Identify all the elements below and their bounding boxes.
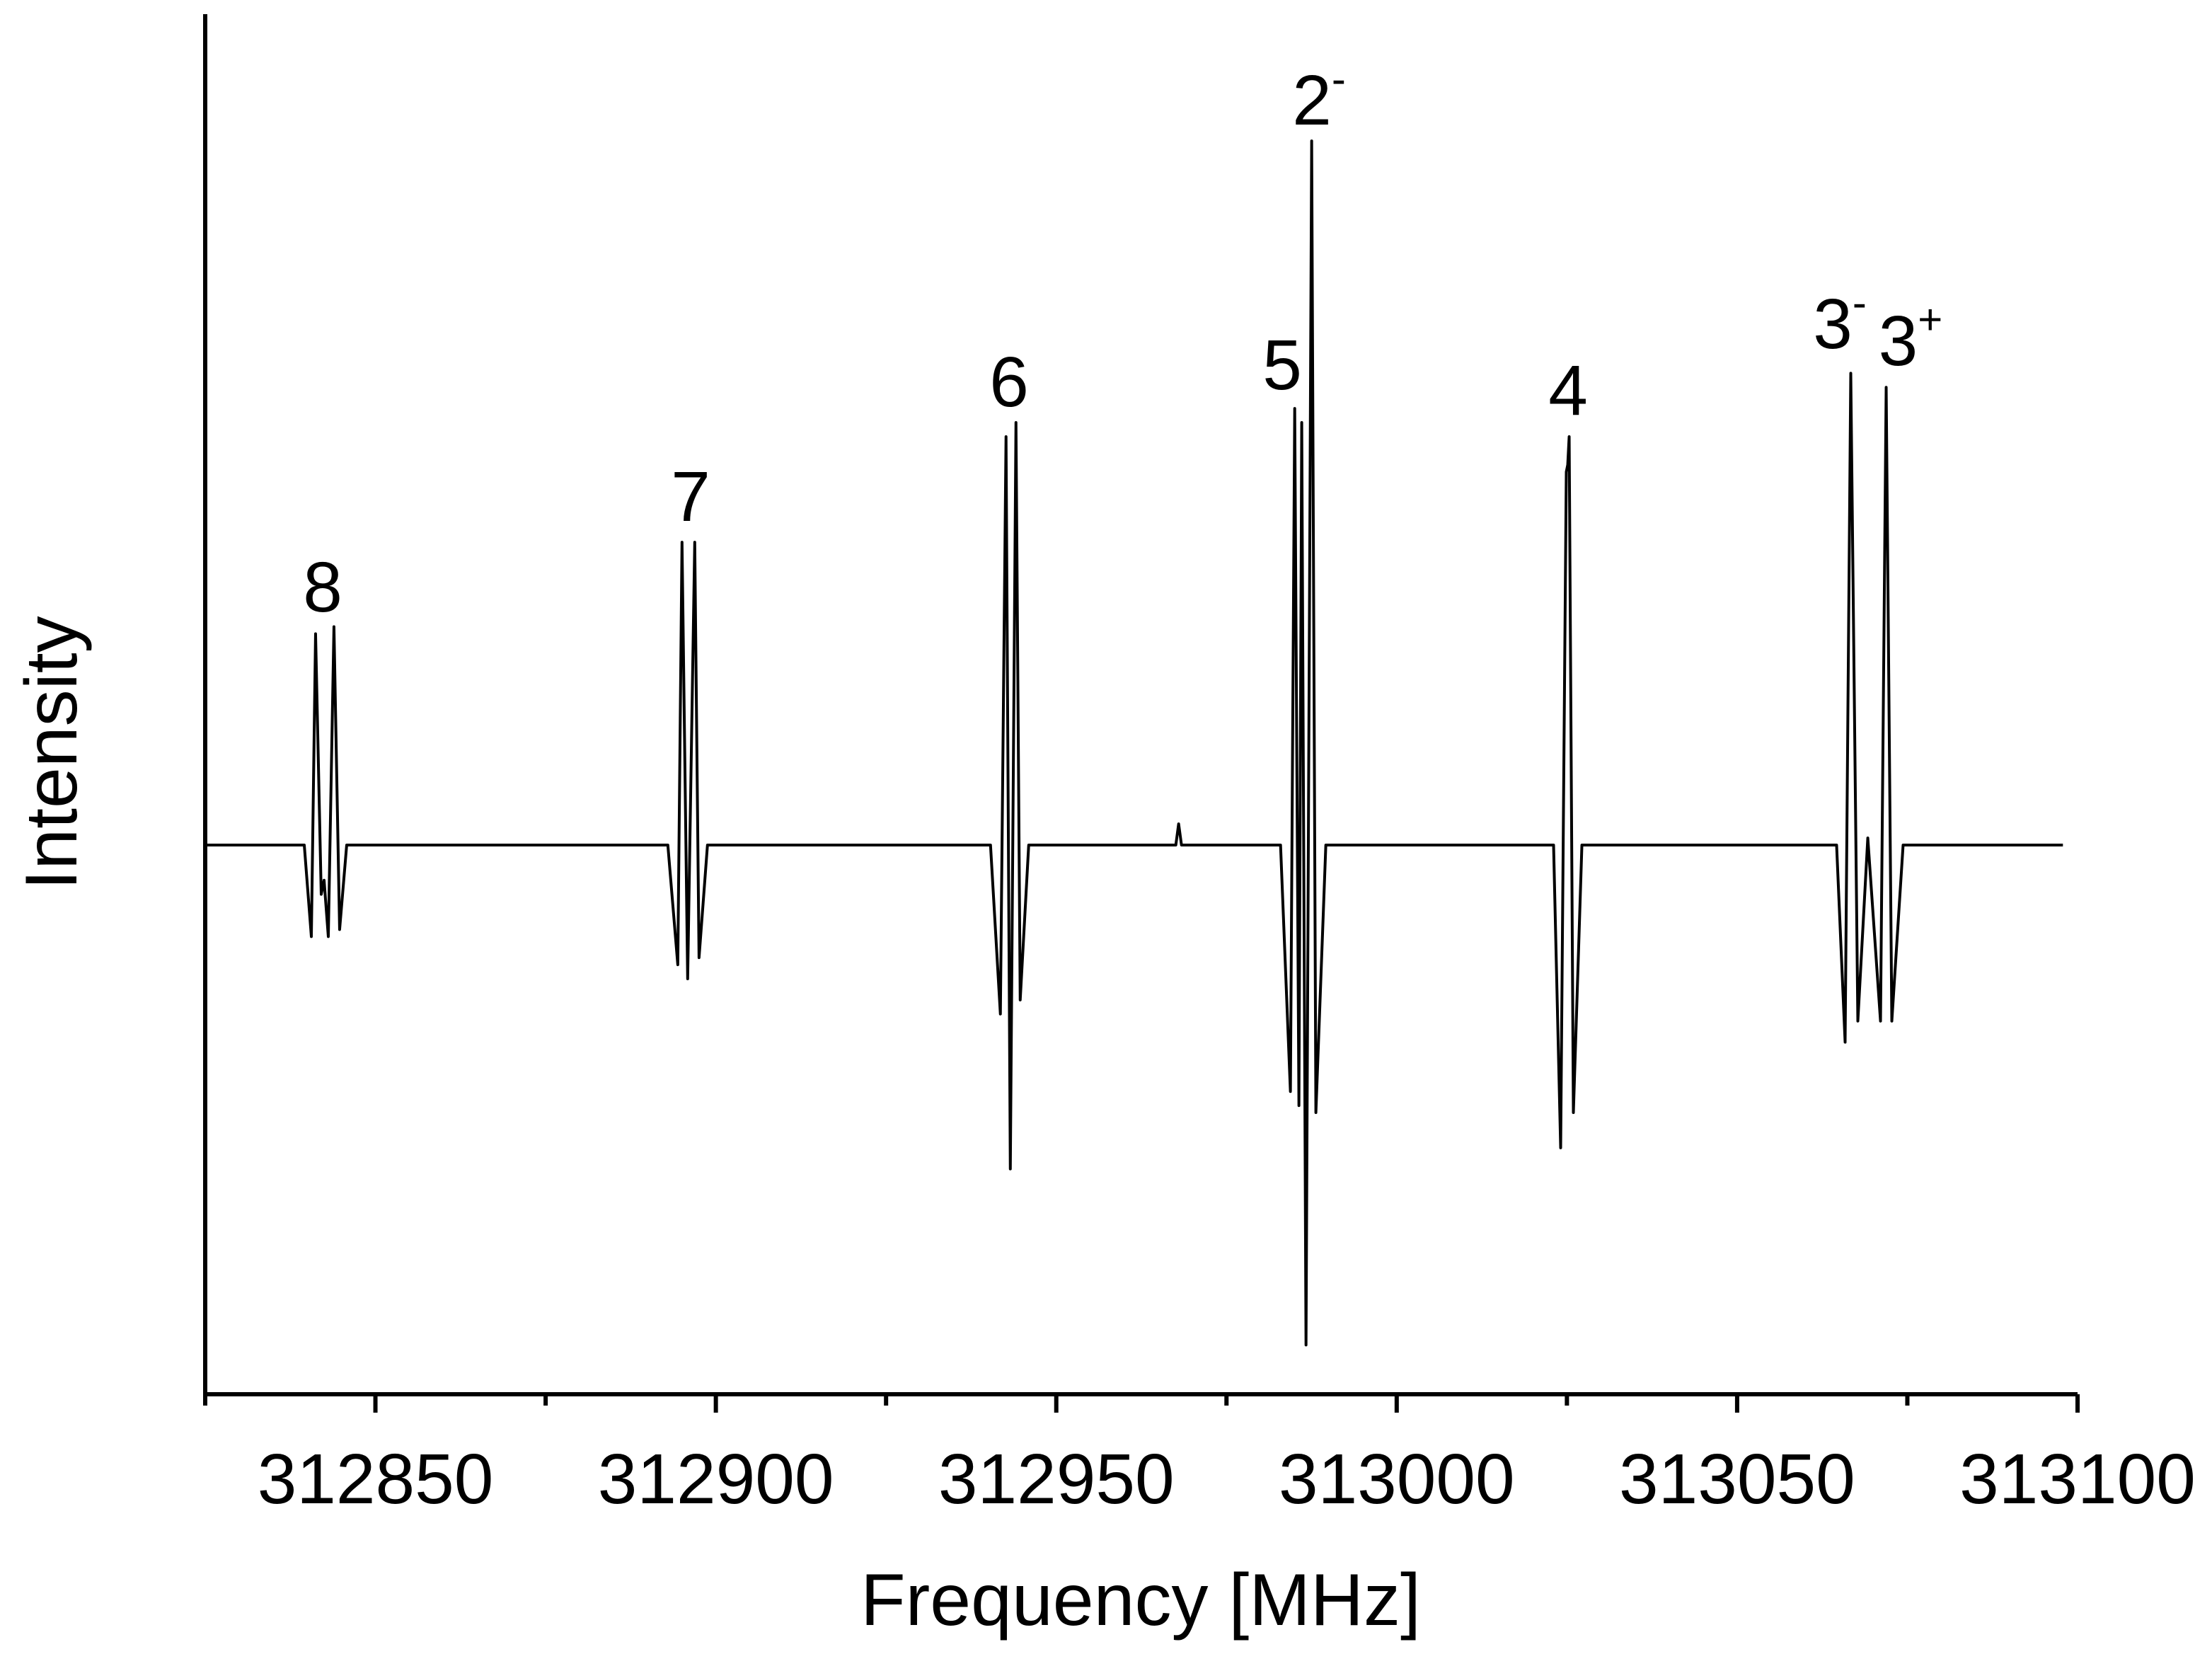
peak-label-sup: - — [1853, 279, 1867, 326]
spectrum-line — [205, 139, 2063, 1347]
peak-label-text: 6 — [989, 343, 1029, 422]
peak-label-sup: + — [1918, 296, 1942, 343]
peak-label-text: 8 — [303, 548, 342, 627]
x-tick-label: 312900 — [598, 1440, 834, 1519]
peak-label-text: 3 — [1813, 285, 1853, 364]
x-tick-label: 313050 — [1619, 1440, 1855, 1519]
x-tick-label: 312850 — [258, 1440, 494, 1519]
peak-label: 6 — [989, 343, 1029, 422]
peak-label-text: 2 — [1292, 61, 1332, 140]
x-tick-label: 312950 — [938, 1440, 1175, 1519]
peak-label-text: 7 — [671, 457, 710, 536]
peak-label-text: 4 — [1548, 351, 1588, 430]
peak-label: 4 — [1548, 351, 1588, 430]
peak-label-sup: - — [1332, 55, 1346, 103]
peak-label: 2- — [1292, 55, 1346, 140]
peak-label-text: 3 — [1879, 301, 1918, 381]
y-axis-label: Intensity — [11, 616, 93, 890]
x-tick-label: 313100 — [1959, 1440, 2196, 1519]
peak-label: 8 — [303, 548, 342, 627]
peak-label: 3- — [1813, 279, 1867, 364]
x-axis-label: Frequency [MHz] — [860, 1559, 1421, 1641]
peak-label: 7 — [671, 457, 710, 536]
peak-label: 5 — [1262, 326, 1302, 405]
peak-label: 3+ — [1879, 296, 1943, 381]
x-tick-label: 313000 — [1279, 1440, 1515, 1519]
peak-label-text: 5 — [1262, 326, 1302, 405]
